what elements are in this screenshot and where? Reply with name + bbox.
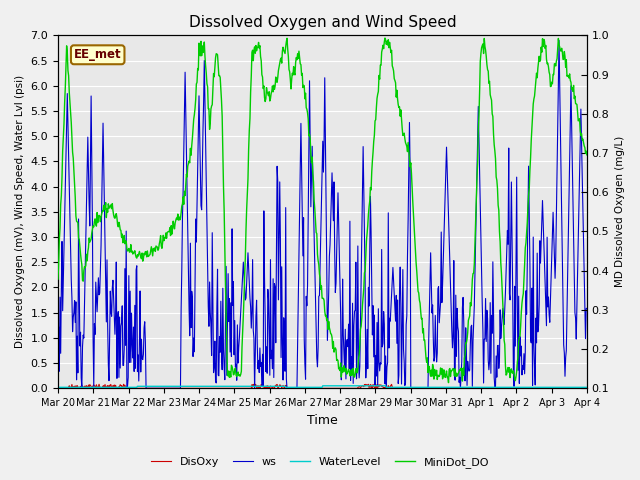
Title: Dissolved Oxygen and Wind Speed: Dissolved Oxygen and Wind Speed (189, 15, 456, 30)
Y-axis label: Dissolved Oxygen (mV), Wind Speed, Water Lvl (psi): Dissolved Oxygen (mV), Wind Speed, Water… (15, 75, 25, 348)
Legend: DisOxy, ws, WaterLevel, MiniDot_DO: DisOxy, ws, WaterLevel, MiniDot_DO (147, 452, 493, 472)
Text: EE_met: EE_met (74, 48, 122, 61)
Y-axis label: MD Dissolved Oxygen (mg/L): MD Dissolved Oxygen (mg/L) (615, 136, 625, 288)
X-axis label: Time: Time (307, 414, 338, 427)
